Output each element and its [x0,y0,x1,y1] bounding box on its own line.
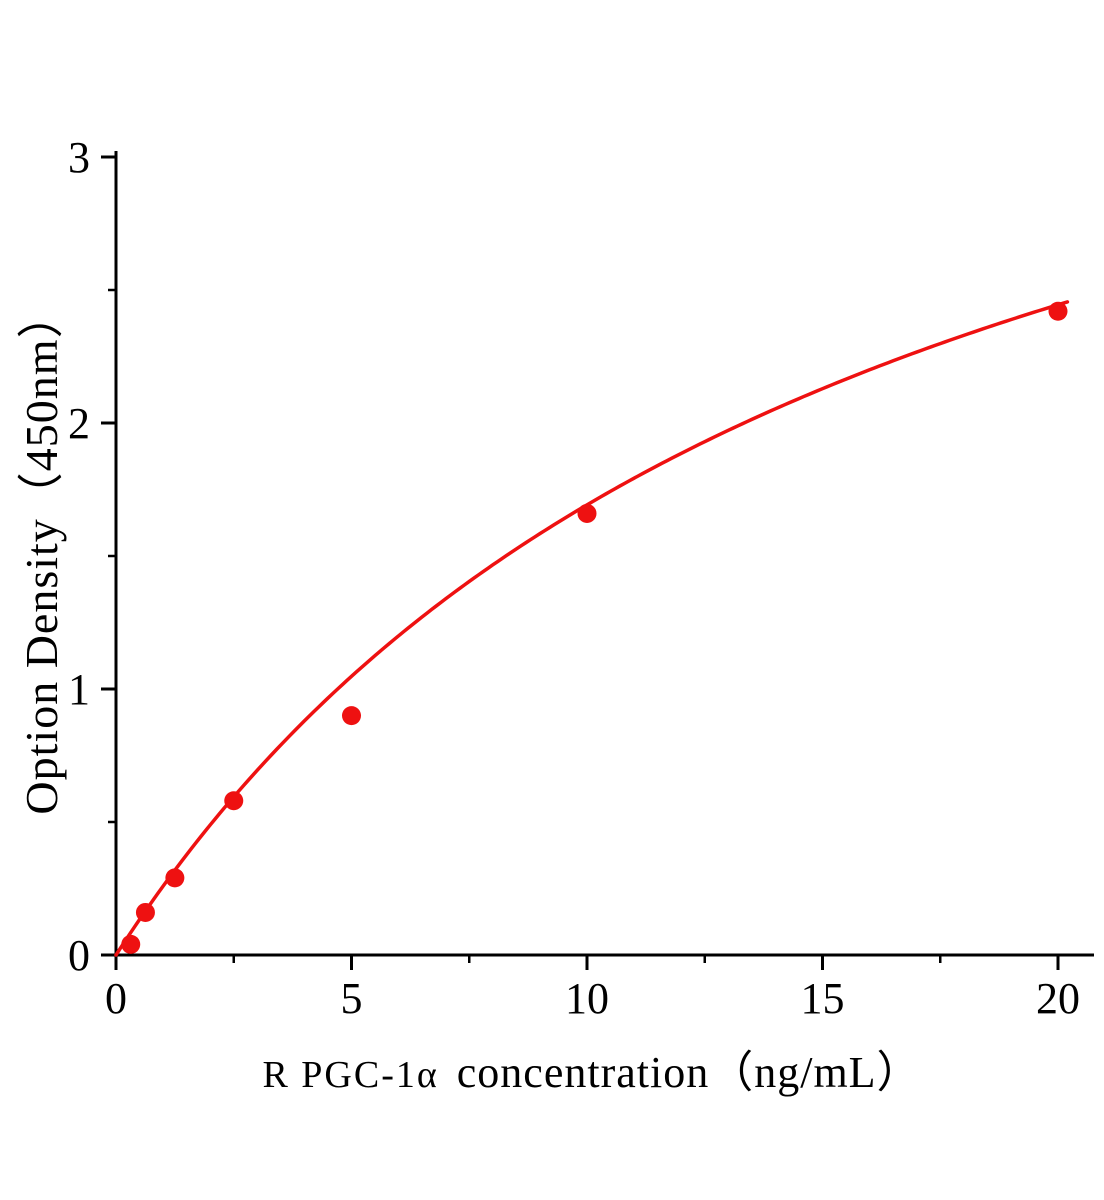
data-point [577,503,597,523]
y-tick-label: 2 [68,399,90,448]
data-point [121,934,141,954]
y-tick-label: 3 [68,133,90,182]
y-axis-title: Option Density（450nm） [16,291,67,815]
fit-curve [114,300,1070,957]
x-tick-label: 20 [1036,974,1080,1023]
x-tick-label: 15 [801,974,845,1023]
data-point [165,868,185,888]
x-axis-title-prefix: R PGC-1α [262,1054,439,1096]
x-axis-title: R PGC-1α concentration（ng/mL） [262,1036,921,1100]
x-tick-label: 10 [565,974,609,1023]
x-tick-label: 0 [105,974,127,1023]
data-point [342,706,361,726]
x-axis-title-main: concentration（ng/mL） [456,1048,922,1097]
data-point [1048,301,1068,321]
data-point [224,791,244,811]
y-tick-label: 0 [68,931,90,980]
x-tick-label: 5 [341,974,363,1023]
y-tick-label: 1 [68,665,90,714]
data-point [135,902,155,922]
